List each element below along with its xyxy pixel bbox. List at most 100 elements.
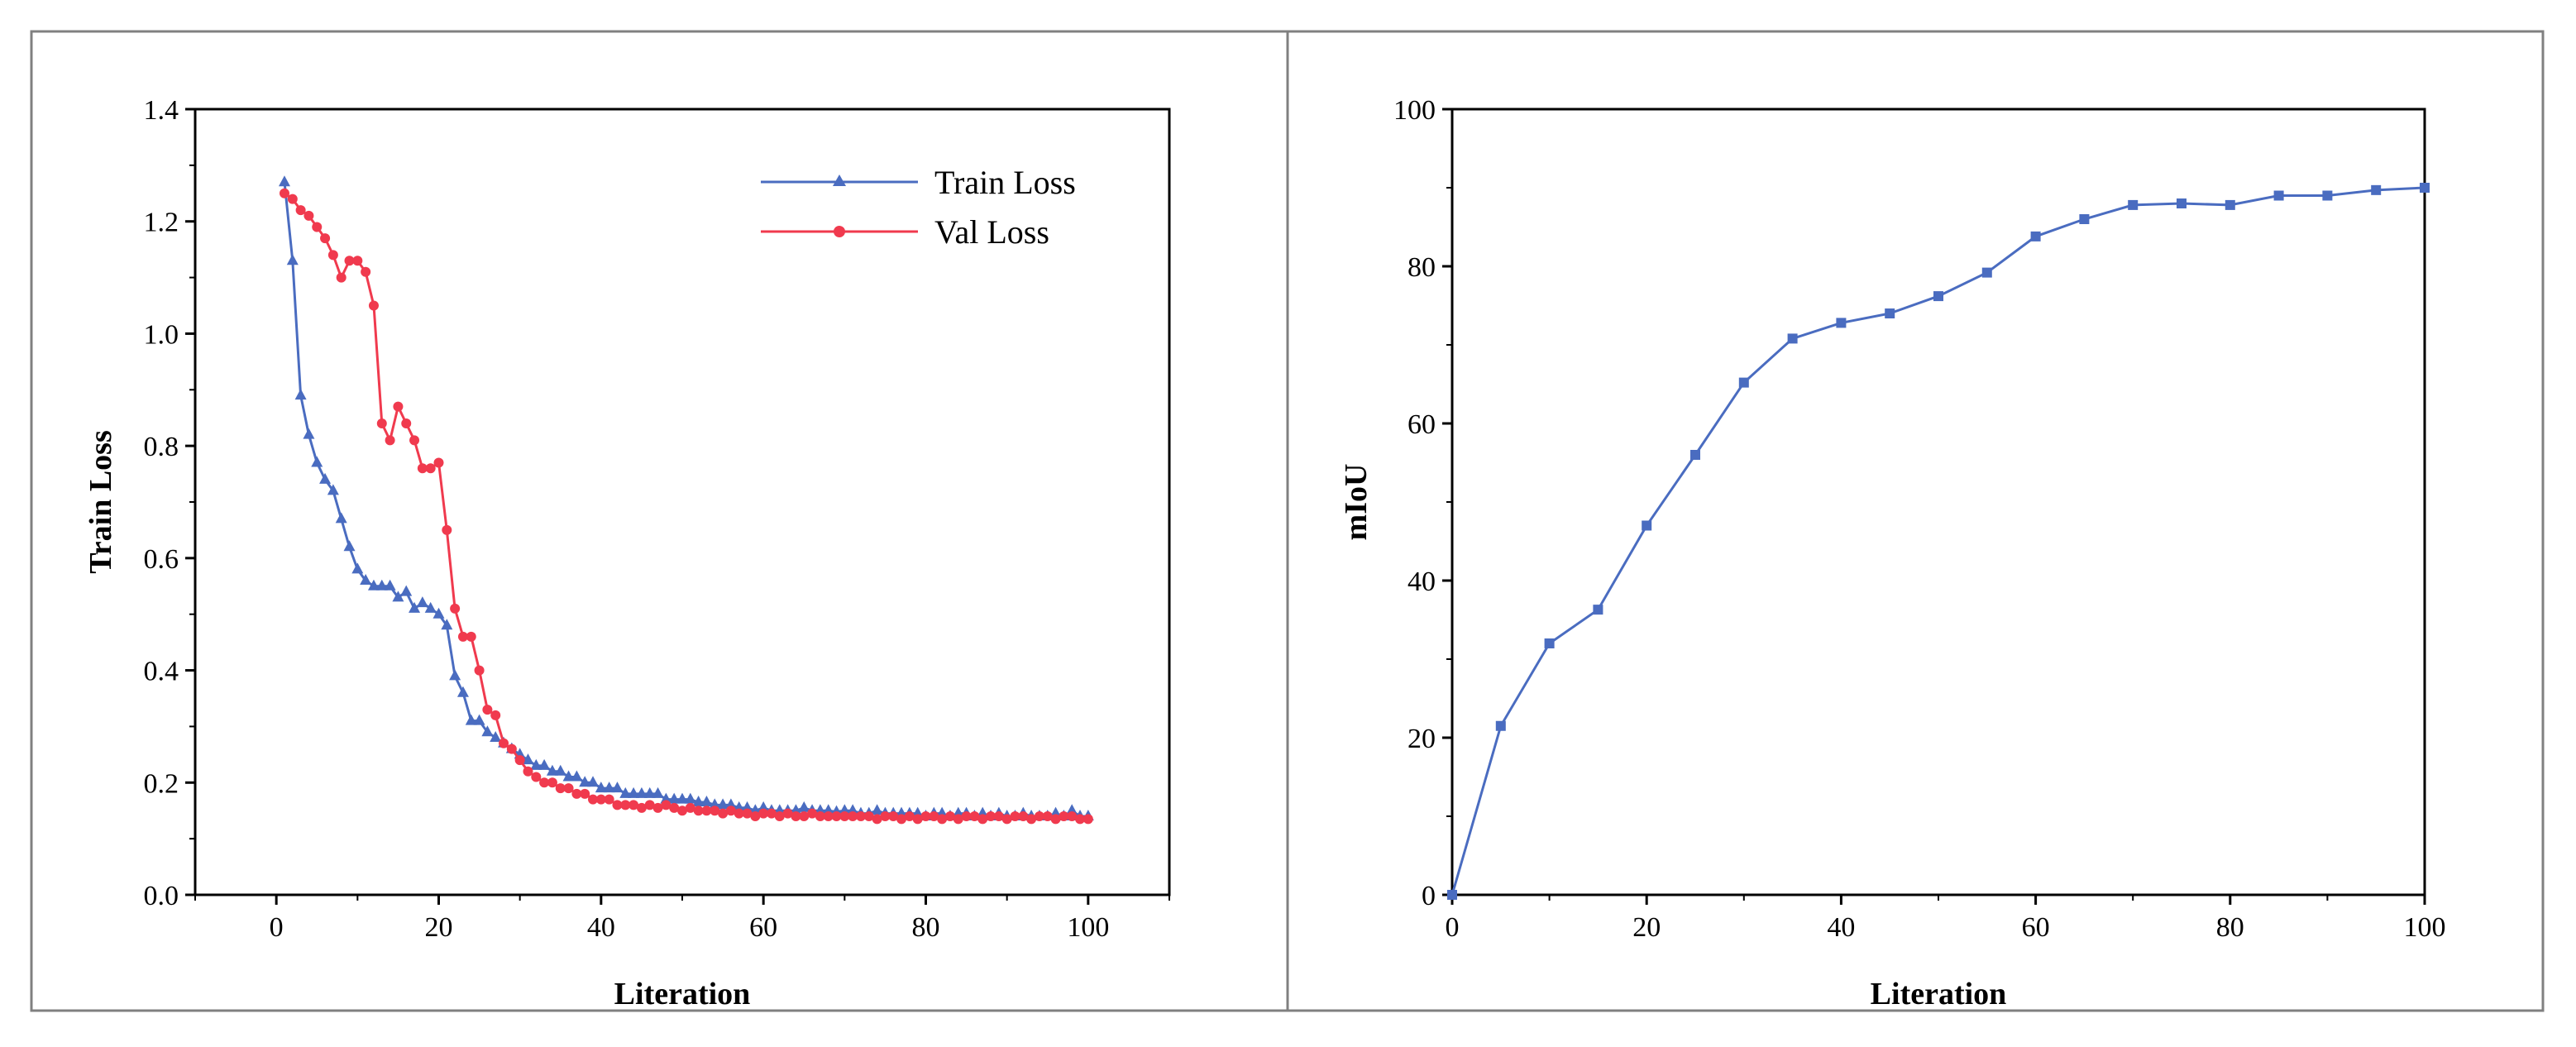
miou-miou-point <box>1544 638 1555 648</box>
loss-val-point <box>742 808 753 819</box>
loss-val-point <box>799 811 810 821</box>
loss-val-point <box>888 811 899 821</box>
loss-x-tick-label: 100 <box>1067 912 1109 943</box>
loss-x-axis: 0 20 40 60 80 100 <box>194 895 1170 943</box>
loss-val-point <box>872 814 882 825</box>
loss-train-point <box>839 804 851 815</box>
loss-val-point <box>774 811 785 821</box>
loss-series-line <box>283 182 1088 818</box>
loss-train-point <box>847 804 859 815</box>
loss-train-point <box>294 389 307 400</box>
loss-val-point <box>977 814 988 825</box>
miou-x-tick-label: 40 <box>1827 912 1855 943</box>
loss-val-point <box>1082 814 1093 825</box>
right-panel-frame <box>1286 30 2545 1012</box>
loss-train-point <box>490 731 502 742</box>
loss-val-point <box>920 811 931 821</box>
loss-train-point <box>400 585 413 596</box>
legend-val-marker <box>834 226 845 237</box>
loss-train-point <box>481 725 494 737</box>
loss-train-point <box>303 428 315 439</box>
miou-miou-point <box>1885 308 1895 318</box>
loss-train-point <box>822 804 834 815</box>
loss-val-point <box>669 802 680 813</box>
loss-x-tick-label: 80 <box>912 912 940 943</box>
loss-val-point <box>409 435 420 446</box>
legend-val-label: Val Loss <box>934 213 1049 251</box>
loss-val-point <box>417 463 428 474</box>
loss-train-point <box>409 601 421 613</box>
miou-chart: 0 20 40 60 80 100 0 20 40 60 80 100 Literation mIo… <box>1339 95 2446 1011</box>
loss-val-point <box>1010 811 1020 821</box>
miou-miou-point <box>2273 190 2284 201</box>
loss-val-point <box>563 783 574 794</box>
loss-val-point <box>361 266 371 277</box>
loss-val-point <box>693 806 704 816</box>
loss-val-point <box>320 233 331 244</box>
loss-chart: 0.0 0.2 0.4 0.6 0.8 1.0 1.2 1.4 0 20 40 60 80 100 Li… <box>84 95 1171 1011</box>
loss-y-tick-label: 0.8 <box>144 432 179 462</box>
loss-train-point <box>538 758 551 770</box>
miou-x-tick-label: 20 <box>1632 912 1661 943</box>
miou-miou-point <box>2177 198 2186 208</box>
loss-val-point <box>490 710 501 720</box>
loss-train-point <box>587 776 600 787</box>
loss-x-tick-label: 0 <box>270 912 284 943</box>
legend-train-label: Train Loss <box>934 164 1076 201</box>
loss-val-point <box>279 188 289 198</box>
miou-miou-point <box>1787 333 1798 344</box>
loss-val-point <box>1067 811 1078 821</box>
loss-train-point <box>433 607 445 619</box>
miou-miou-point <box>2079 214 2090 224</box>
loss-val-point <box>1026 814 1037 825</box>
miou-y-axis: 0 20 40 60 80 100 <box>1393 95 1452 911</box>
loss-val-point <box>295 205 306 216</box>
loss-val-point <box>652 802 663 813</box>
miou-miou-point <box>1593 605 1603 615</box>
miou-series-group <box>1447 183 2430 900</box>
loss-val-point <box>880 811 891 821</box>
miou-miou-point <box>1447 890 1457 900</box>
loss-val-point <box>303 210 314 221</box>
loss-val-point <box>352 256 363 266</box>
loss-val-point <box>531 772 542 782</box>
loss-train-point <box>571 770 583 782</box>
miou-x-tick-label: 100 <box>2404 912 2446 943</box>
loss-y-tick-label: 0.6 <box>144 544 179 575</box>
loss-train-point <box>311 456 323 467</box>
loss-val-point <box>628 800 639 810</box>
loss-val-point <box>457 631 468 642</box>
loss-series-group <box>278 175 1094 825</box>
loss-train-point <box>343 540 356 552</box>
loss-y-tick-label: 1.4 <box>144 95 179 126</box>
miou-plot-area <box>1450 108 2426 896</box>
loss-val-point <box>327 250 338 261</box>
loss-val-point <box>442 524 452 535</box>
miou-miou-point <box>1642 520 1652 531</box>
miou-y-tick-label: 60 <box>1407 409 1436 440</box>
loss-train-point <box>449 669 461 681</box>
loss-x-tick-label: 20 <box>425 912 453 943</box>
loss-val-point <box>961 811 972 821</box>
miou-y-tick-label: 40 <box>1407 567 1436 597</box>
loss-train-point <box>603 782 615 793</box>
loss-val-point <box>685 802 695 813</box>
miou-x-axis: 0 20 40 60 80 100 <box>1446 895 2446 943</box>
loss-val-point <box>848 811 858 821</box>
loss-train-point <box>384 579 396 590</box>
loss-val-point <box>855 811 866 821</box>
loss-train-point <box>579 776 591 787</box>
loss-val-point <box>539 777 550 788</box>
loss-train-point <box>522 753 534 765</box>
legend-train-marker <box>833 174 846 186</box>
loss-train-point <box>441 619 453 630</box>
loss-series-line <box>284 192 1088 820</box>
loss-train-point <box>814 804 826 815</box>
loss-train-point <box>595 782 607 793</box>
loss-x-tick-label: 60 <box>749 912 777 943</box>
miou-y-tick-label: 20 <box>1407 724 1436 754</box>
loss-val-point <box>401 418 412 428</box>
loss-val-point <box>929 811 939 821</box>
loss-train-point <box>717 798 729 810</box>
